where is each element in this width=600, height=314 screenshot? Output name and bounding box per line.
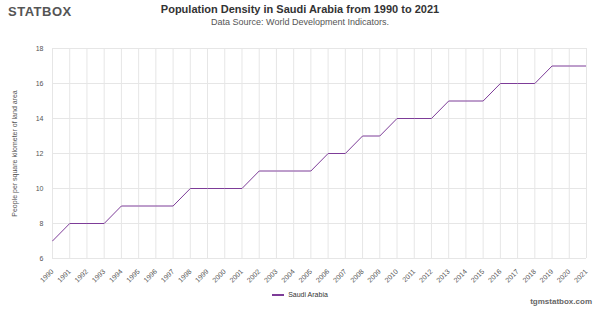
svg-text:2019: 2019: [538, 268, 554, 284]
svg-text:2010: 2010: [383, 268, 399, 284]
svg-text:8: 8: [40, 220, 44, 227]
svg-text:1993: 1993: [91, 268, 107, 284]
svg-text:18: 18: [36, 45, 44, 52]
svg-text:People per square kilometer of: People per square kilometer of land area: [11, 90, 19, 217]
html-text:Saudi Arabia: Saudi Arabia: [288, 291, 328, 298]
svg-text:2012: 2012: [418, 268, 434, 284]
svg-text:2017: 2017: [504, 268, 520, 284]
svg-text:1990: 1990: [39, 268, 55, 284]
svg-text:14: 14: [36, 115, 44, 122]
svg-text:1996: 1996: [142, 268, 158, 284]
svg-text:2021: 2021: [573, 268, 589, 284]
svg-text:2002: 2002: [246, 268, 262, 284]
html-text:Population Density in Saudi Ar: Population Density in Saudi Arabia from …: [160, 3, 440, 15]
svg-text:2008: 2008: [349, 268, 365, 284]
svg-text:2009: 2009: [366, 268, 382, 284]
svg-text:2004: 2004: [280, 268, 296, 284]
svg-text:2011: 2011: [401, 268, 417, 284]
svg-text:16: 16: [36, 80, 44, 87]
svg-text:1998: 1998: [177, 268, 193, 284]
svg-text:2006: 2006: [314, 268, 330, 284]
svg-text:1994: 1994: [108, 268, 124, 284]
svg-text:1999: 1999: [194, 268, 210, 284]
html-text:Data Source: World Development: Data Source: World Development Indicator…: [211, 17, 389, 27]
svg-text:2005: 2005: [297, 268, 313, 284]
svg-text:2018: 2018: [521, 268, 537, 284]
svg-text:1995: 1995: [125, 268, 141, 284]
svg-text:2003: 2003: [263, 268, 279, 284]
svg-text:12: 12: [36, 150, 44, 157]
svg-text:6: 6: [40, 255, 44, 262]
svg-text:2013: 2013: [435, 268, 451, 284]
html-text:tgmstatbox.com: tgmstatbox.com: [530, 297, 592, 306]
svg-text:2007: 2007: [332, 268, 348, 284]
svg-text:2020: 2020: [556, 268, 572, 284]
svg-text:10: 10: [36, 185, 44, 192]
svg-text:1991: 1991: [56, 268, 72, 284]
svg-text:2016: 2016: [487, 268, 503, 284]
svg-text:2000: 2000: [211, 268, 227, 284]
svg-text:2014: 2014: [452, 268, 468, 284]
svg-text:2001: 2001: [228, 268, 244, 284]
svg-text:2015: 2015: [469, 268, 485, 284]
html-text:STATBOX: STATBOX: [8, 4, 72, 19]
svg-text:1997: 1997: [159, 268, 175, 284]
svg-text:1992: 1992: [73, 268, 89, 284]
